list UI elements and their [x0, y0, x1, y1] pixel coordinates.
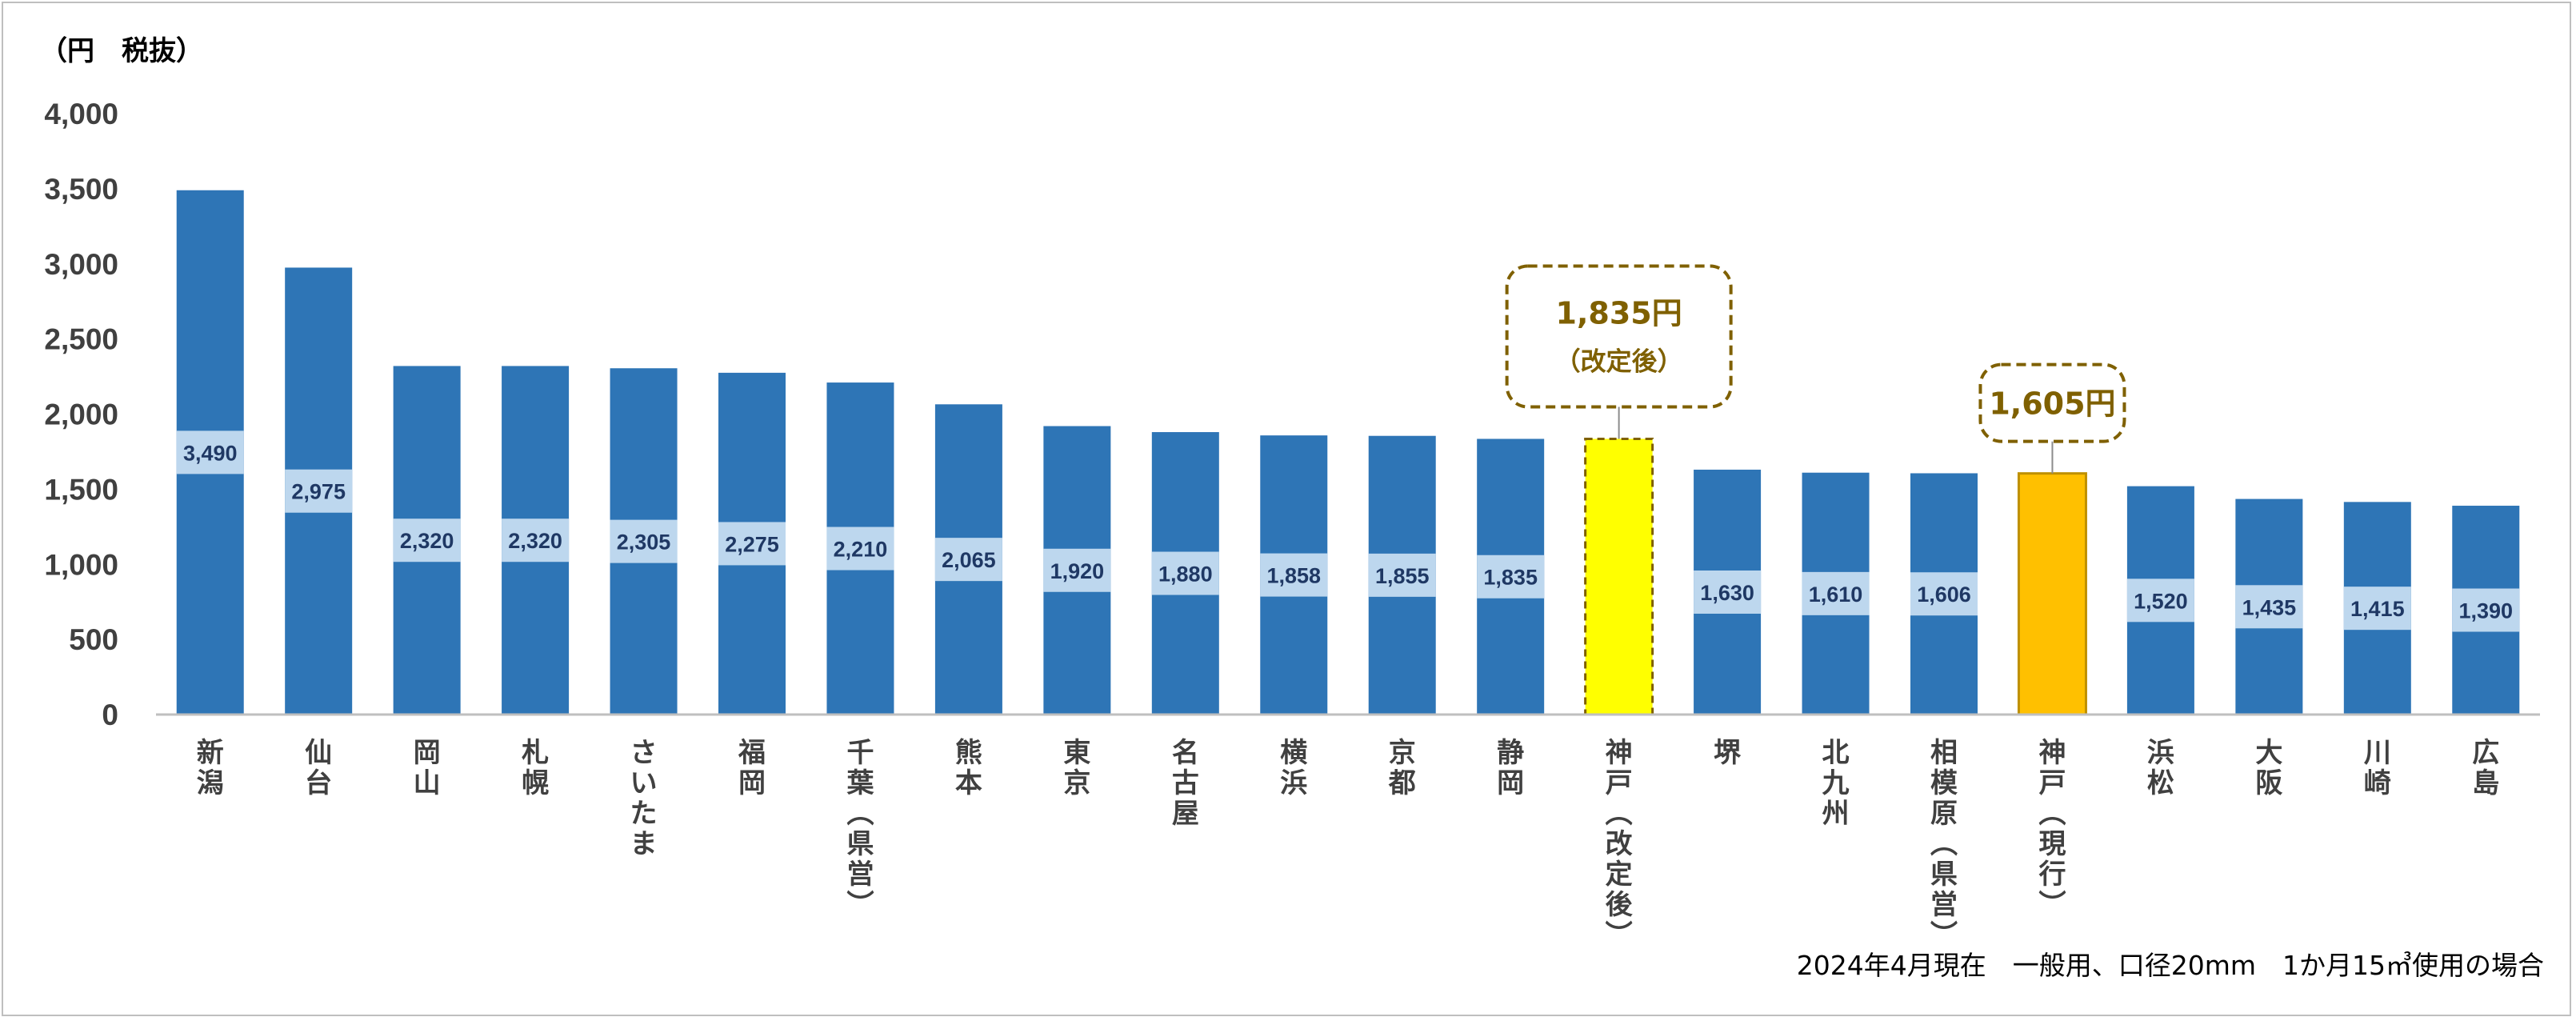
data-label-box — [393, 519, 461, 563]
category-label: さいたま — [630, 737, 658, 860]
y-tick-label: 1,000 — [44, 548, 118, 581]
data-label-box — [1151, 551, 1219, 595]
y-tick-label: 2,500 — [44, 323, 118, 356]
category-label: 札幌 — [522, 737, 549, 799]
category-label: 仙台 — [305, 737, 332, 799]
category-label: 東京 — [1063, 737, 1090, 799]
data-label-box — [176, 430, 244, 474]
data-label-box — [1368, 553, 1436, 597]
callout-box — [1505, 264, 1733, 409]
data-label-box — [2343, 587, 2411, 631]
data-label-box — [1694, 570, 1762, 614]
data-label-box — [1910, 572, 1978, 616]
y-tick-label: 3,500 — [44, 173, 118, 206]
data-label-box — [1802, 571, 1870, 615]
data-label-box — [2452, 588, 2520, 632]
callout-subtext: （改定後） — [1555, 346, 1683, 376]
callout-value: 1,835円 — [1556, 295, 1682, 330]
data-label: 1,520 — [2134, 589, 2188, 613]
callout-value: 1,605円 — [1989, 386, 2115, 422]
data-label: 1,855 — [1375, 564, 1430, 588]
category-label: 堺 — [1714, 737, 1742, 769]
data-label: 2,320 — [400, 529, 454, 553]
category-label: 熊本 — [955, 737, 982, 799]
y-tick-label: 0 — [102, 699, 118, 731]
category-label: 千葉︵県営︶ — [846, 737, 874, 921]
y-tick-label: 4,000 — [44, 98, 118, 130]
data-label: 1,610 — [1809, 583, 1863, 607]
data-label-box — [1477, 555, 1545, 599]
data-label: 2,210 — [834, 538, 888, 562]
y-tick-label: 3,000 — [44, 248, 118, 281]
data-label: 2,975 — [291, 480, 346, 504]
footnote: 2024年4月現在 一般用、口径20mm 1か月15㎥使用の場合 — [1796, 950, 2544, 981]
data-label: 2,305 — [617, 531, 671, 555]
category-label: 北九州 — [1822, 737, 1850, 830]
data-label-box — [2126, 579, 2194, 623]
data-label: 1,435 — [2242, 595, 2297, 619]
data-label: 1,630 — [1700, 581, 1754, 605]
data-label-box — [502, 519, 570, 563]
category-label: 岡山 — [414, 737, 441, 799]
category-label: 福岡 — [738, 737, 766, 799]
data-label-box — [1260, 553, 1328, 597]
data-label-box — [610, 519, 678, 563]
data-label-box — [718, 522, 786, 566]
category-label: 広島 — [2472, 737, 2499, 799]
category-label: 名古屋 — [1172, 737, 1199, 830]
category-label: 川崎 — [2364, 737, 2391, 799]
data-label: 2,065 — [942, 548, 996, 572]
category-label: 京都 — [1388, 737, 1416, 799]
category-label: 大阪 — [2255, 737, 2282, 799]
y-tick-label: 500 — [69, 623, 118, 656]
callout-box — [1978, 362, 2126, 443]
data-label: 3,490 — [183, 441, 238, 465]
data-label-box — [826, 527, 894, 571]
y-axis-unit-label: （円 税抜） — [40, 35, 203, 67]
category-label: 新潟 — [197, 737, 224, 799]
data-label: 1,920 — [1050, 559, 1105, 583]
data-label: 1,390 — [2458, 599, 2513, 623]
y-tick-label: 2,000 — [44, 398, 118, 431]
category-label: 静岡 — [1497, 737, 1524, 799]
y-tick-label: 1,500 — [44, 473, 118, 506]
category-label: 神戸︵現行︶ — [2038, 737, 2066, 921]
data-label: 1,858 — [1266, 564, 1321, 588]
data-label: 1,835 — [1483, 566, 1538, 590]
category-label: 神戸︵改定後︶ — [1606, 737, 1634, 951]
data-label-box — [934, 538, 1002, 582]
category-label: 相模原︵県営︶ — [1930, 737, 1958, 951]
bar — [2017, 472, 2087, 716]
data-label-box — [2235, 585, 2303, 629]
data-label-box — [285, 469, 353, 513]
data-label: 2,275 — [725, 532, 779, 556]
data-label: 2,320 — [508, 529, 562, 553]
bar — [1584, 437, 1654, 716]
data-label-box — [1043, 548, 1111, 592]
data-label: 1,880 — [1158, 563, 1213, 587]
data-label: 1,415 — [2350, 597, 2405, 621]
category-label: 浜松 — [2147, 737, 2174, 799]
category-label: 横浜 — [1280, 737, 1307, 799]
data-label: 1,606 — [1917, 583, 1971, 607]
